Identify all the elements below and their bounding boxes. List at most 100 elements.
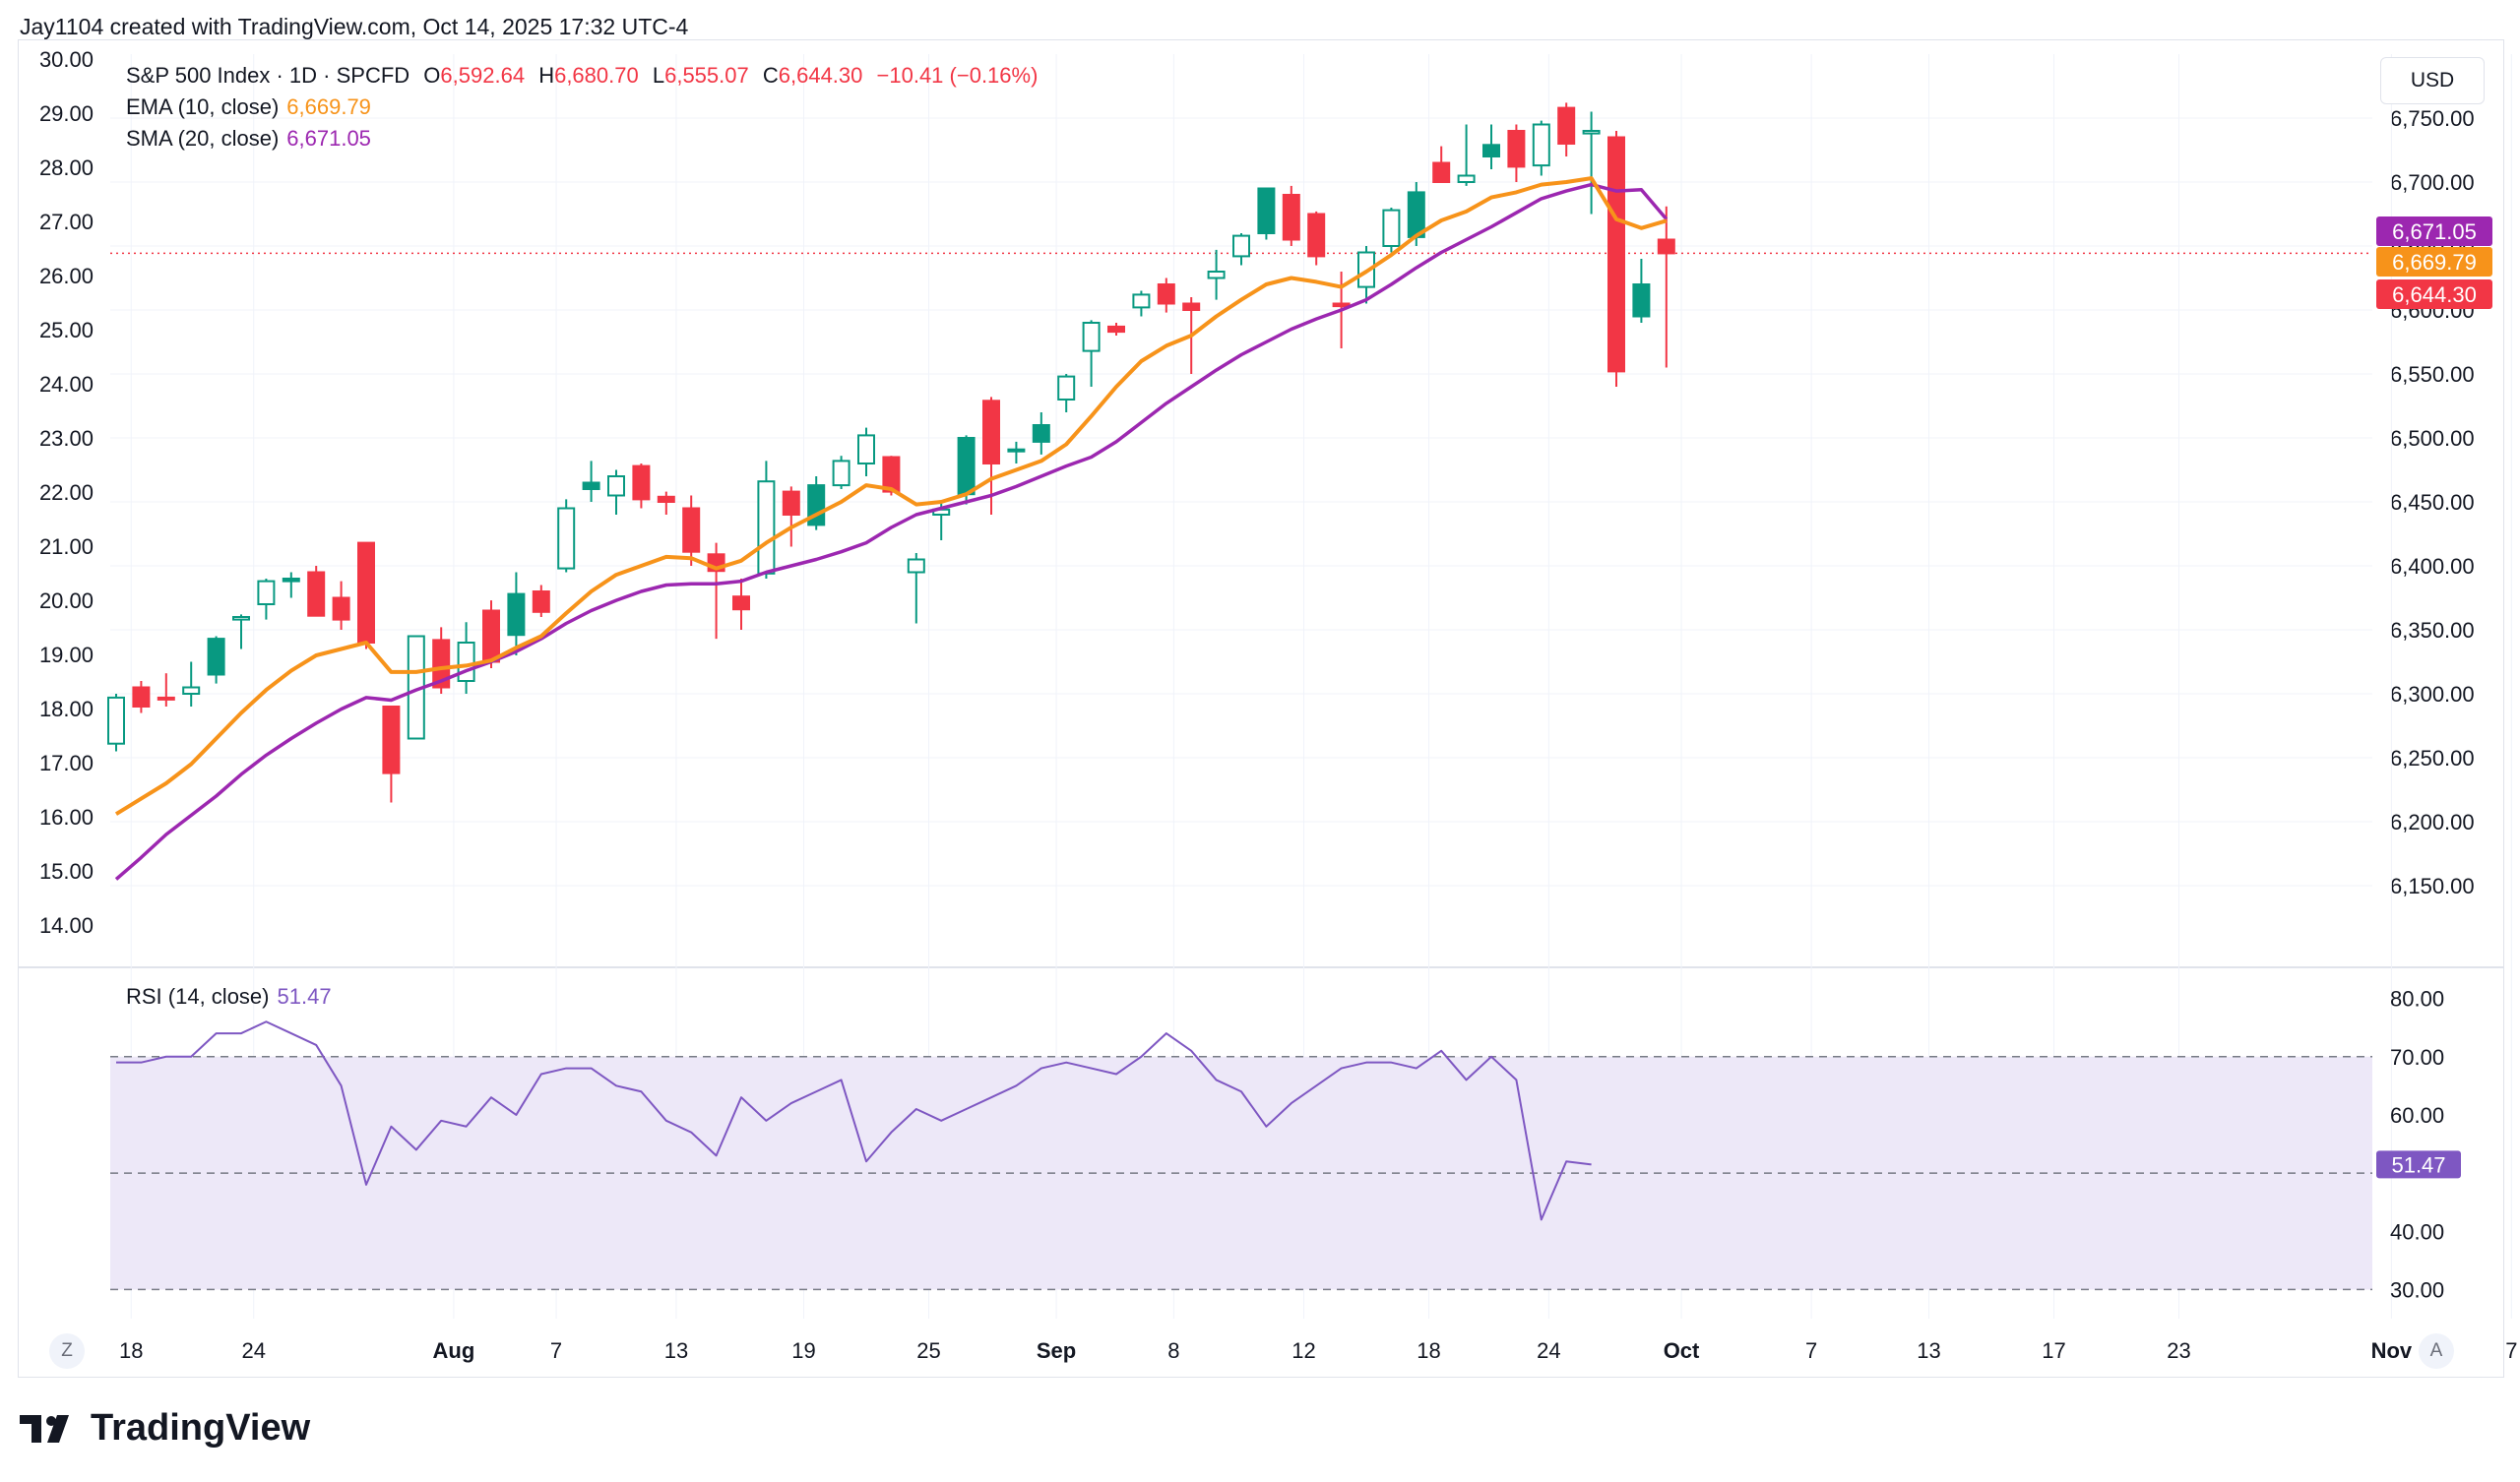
candle-body [582, 481, 600, 490]
candle-body [657, 495, 675, 503]
left-axis-tick: 28.00 [39, 155, 94, 180]
candle-body [632, 464, 651, 501]
time-axis-tick: 7 [550, 1338, 562, 1363]
ema-line [114, 176, 1668, 816]
symbol-label: S&P 500 Index · 1D · SPCFD [126, 63, 410, 88]
time-axis-tick: Oct [1664, 1338, 1700, 1363]
ema-legend[interactable]: EMA (10, close) 6,669.79 [126, 94, 379, 120]
time-axis-tick: 7 [2505, 1338, 2517, 1363]
tradingview-brand: TradingView [20, 1407, 310, 1450]
candle-body [757, 480, 776, 575]
candle-body [782, 490, 800, 517]
candle-body [232, 616, 250, 621]
brand-name: TradingView [91, 1407, 311, 1449]
candle-body [107, 696, 125, 745]
sma-legend[interactable]: SMA (20, close) 6,671.05 [126, 126, 379, 152]
price-axis-tick: 6,500.00 [2390, 426, 2475, 451]
tradingview-logo-icon [20, 1414, 69, 1443]
time-axis-tick: 18 [119, 1338, 143, 1363]
open-label: O [423, 63, 441, 88]
currency-button[interactable]: USD [2380, 57, 2485, 104]
time-axis-tick: Nov [2371, 1338, 2413, 1363]
ema-label: EMA (10, close) [126, 94, 280, 119]
left-axis-tick: 22.00 [39, 480, 94, 505]
candle-body [307, 571, 326, 617]
ema-value: 6,669.79 [286, 94, 371, 119]
price-axis-tick: 6,750.00 [2390, 106, 2475, 131]
price-label-tag [2376, 279, 2492, 309]
time-axis-tick: 13 [1917, 1338, 1940, 1363]
low-value: 6,555.07 [664, 63, 749, 88]
candle-body [882, 456, 901, 493]
candle-body [1182, 302, 1201, 311]
candle-body [1257, 187, 1276, 234]
candle-body [1582, 130, 1601, 135]
time-axis-tick: Aug [433, 1338, 475, 1363]
candle-body [607, 475, 625, 497]
change-value: −10.41 (−0.16%) [876, 63, 1039, 88]
left-axis-tick: 29.00 [39, 101, 94, 126]
candle-body [832, 460, 850, 487]
price-axis-tick: 6,350.00 [2390, 618, 2475, 643]
price-axis-tick: 6,300.00 [2390, 682, 2475, 707]
candle-body [1082, 322, 1101, 352]
rsi-axis-tick: 80.00 [2390, 987, 2444, 1012]
candle-body [1307, 213, 1326, 258]
rsi-value: 51.47 [277, 984, 332, 1009]
price-axis-tick: 6,150.00 [2390, 874, 2475, 898]
candle-body [857, 434, 875, 464]
left-axis-tick: 19.00 [39, 643, 94, 667]
rsi-legend[interactable]: RSI (14, close) 51.47 [126, 984, 340, 1010]
candle-body [1032, 424, 1050, 443]
candle-body [282, 578, 300, 583]
candle-body [1507, 130, 1526, 168]
time-axis-tick: 17 [2042, 1338, 2065, 1363]
chart-frame [18, 39, 2504, 1378]
chart-credit: Jay1104 created with TradingView.com, Oc… [20, 14, 689, 39]
zoom-button[interactable]: Z [49, 1333, 85, 1369]
price-legend: S&P 500 Index · 1D · SPCFD O6,592.64 H6,… [126, 63, 1045, 89]
time-axis-tick: 24 [1537, 1338, 1560, 1363]
price-axis-tick: 6,700.00 [2390, 170, 2475, 195]
candle-body [532, 590, 550, 613]
candle-body [1007, 448, 1026, 453]
left-axis-tick: 14.00 [39, 913, 94, 938]
time-axis-tick: 23 [2167, 1338, 2190, 1363]
left-axis-tick: 23.00 [39, 426, 94, 451]
candle-body [457, 642, 475, 682]
candle-body [907, 558, 925, 574]
price-label-value: 6,671.05 [2392, 219, 2477, 244]
close-label: C [762, 63, 779, 88]
candle-body [1332, 302, 1351, 308]
candle-body [332, 596, 350, 621]
candle-body [1107, 325, 1125, 334]
time-axis-tick: Sep [1037, 1338, 1076, 1363]
price-axis-tick: 6,450.00 [2390, 490, 2475, 515]
left-axis-tick: 15.00 [39, 859, 94, 884]
candle-body [557, 507, 576, 570]
time-axis-tick: 8 [1167, 1338, 1179, 1363]
rsi-value-tag [2376, 1150, 2461, 1179]
candle-body [1532, 123, 1550, 167]
candle-body [1207, 271, 1226, 279]
candle-body [432, 639, 451, 689]
price-label-tag [2376, 216, 2492, 246]
rsi-axis-tick: 70.00 [2390, 1045, 2444, 1070]
sma-line [114, 182, 1669, 881]
left-axis-tick: 25.00 [39, 318, 94, 342]
price-axis-tick: 6,200.00 [2390, 810, 2475, 834]
candle-body [1132, 293, 1151, 309]
candle-body [1057, 375, 1076, 401]
left-axis-tick: 24.00 [39, 372, 94, 397]
candle-body [132, 686, 151, 708]
left-axis-tick: 20.00 [39, 588, 94, 613]
rsi-value-label: 51.47 [2391, 1152, 2445, 1177]
time-axis-tick: 19 [791, 1338, 815, 1363]
left-axis-tick: 16.00 [39, 805, 94, 830]
high-value: 6,680.70 [554, 63, 639, 88]
price-label-value: 6,644.30 [2392, 282, 2477, 307]
auto-scale-button[interactable]: A [2419, 1333, 2454, 1369]
candle-body [382, 706, 401, 774]
candle-body [682, 507, 701, 553]
